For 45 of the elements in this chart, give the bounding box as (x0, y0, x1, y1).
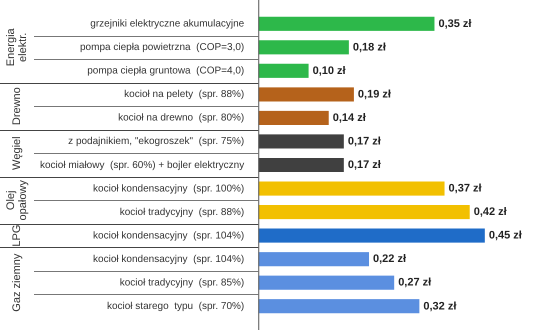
bar (258, 228, 485, 243)
text: LPG (11, 224, 24, 247)
text: Energia elektr. (5, 27, 30, 66)
y-tick-label: kocioł tradycyjny (spr. 88%) (120, 206, 244, 218)
data-label: 0,19 zł (358, 88, 391, 100)
y-tick-label: kocioł kondensacyjny (spr. 104%) (93, 254, 244, 265)
data-label: 0,42 zł (474, 206, 507, 218)
data-label: 0,18 zł (352, 41, 386, 54)
y-tick-label: kocioł tradycyjny (spr. 85%) (120, 277, 244, 288)
y-tick-label: kocioł na drewno (spr. 80%) (118, 112, 244, 124)
bar (258, 64, 309, 78)
y-tick-label: kocioł na pelety (spr. 88%) (124, 89, 244, 100)
bar (258, 16, 434, 31)
data-label: 0,27 zł (398, 276, 432, 289)
text: Węgiel (11, 136, 24, 170)
data-label: 0,35 zł (438, 18, 472, 30)
y-tick-label: pompa ciepła powietrzna (COP=3,0) (80, 42, 244, 54)
y-tick-label: z podajnikiem, "ekogroszek" (spr. 75%) (68, 136, 244, 148)
bar (258, 110, 329, 125)
bar (258, 40, 349, 54)
text: Gaz ziemny (11, 253, 24, 312)
data-label: 0,45 zł (488, 230, 522, 242)
bar (258, 158, 344, 172)
bar (258, 134, 344, 149)
y-tick-label: grzejniki elektryczne akumulacyjne (90, 18, 245, 30)
bar (258, 299, 420, 314)
bar (258, 205, 470, 220)
data-label: 0,17 zł (348, 135, 381, 148)
y-tick-label: kocioł kondensacyjny (spr. 100%) (93, 183, 244, 194)
text: Olej opałowy (5, 180, 30, 220)
y-tick-label: pompa ciepła gruntowa (COP=4,0) (87, 66, 244, 77)
bar (258, 181, 445, 196)
bar (258, 87, 354, 102)
y-tick-label: kocioł kondensacyjny (spr. 104%) (93, 230, 244, 242)
y-tick-label: kocioł miałowy (spr. 60%) + bojler elektryczny (40, 160, 244, 171)
text: Drewno (11, 87, 24, 126)
data-label: 0,14 zł (332, 112, 366, 124)
data-label: 0,17 zł (348, 159, 381, 172)
data-label: 0,22 zł (373, 253, 406, 266)
data-label: 0,10 zł (312, 64, 346, 77)
data-label: 0,37 zł (448, 182, 482, 195)
bar (258, 252, 370, 266)
bar (258, 276, 394, 290)
y-tick-label: kocioł starego typu (spr. 70%) (106, 300, 244, 312)
data-label: 0,32 zł (423, 300, 456, 312)
